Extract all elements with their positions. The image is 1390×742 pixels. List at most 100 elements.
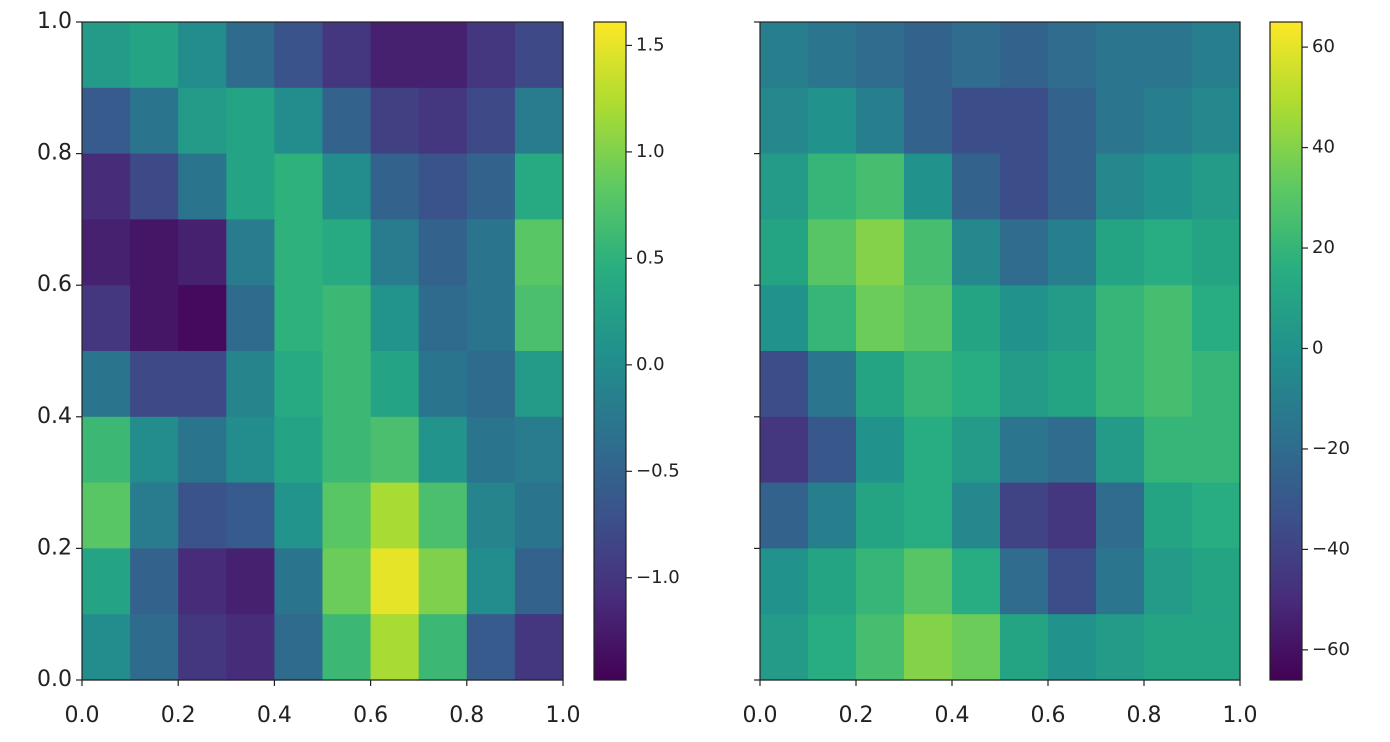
heatmap-cell (418, 416, 468, 484)
colorbar-tick-label: 0.0 (636, 354, 665, 375)
heatmap-cell (1000, 285, 1049, 352)
y-tick-label: 0.0 (37, 667, 72, 692)
colorbar-tick-label: −0.5 (636, 460, 680, 481)
heatmap-cell (178, 482, 227, 549)
heatmap-cell (226, 87, 275, 155)
heatmap-cell (952, 416, 1001, 484)
colorbar-tick-label: −1.0 (636, 567, 680, 588)
heatmap-cell (1192, 285, 1241, 352)
x-tick-label: 0.6 (1031, 703, 1066, 728)
colorbar-tick-label: 1.5 (636, 34, 665, 55)
heatmap-cell (130, 285, 179, 352)
x-tick-label: 0.8 (1127, 703, 1162, 728)
heatmap-cell (1192, 351, 1241, 418)
colorbar-tick-label: 60 (1312, 36, 1335, 57)
heatmap-cell (760, 351, 809, 418)
y-tick-label: 0.8 (37, 141, 72, 166)
heatmap-cell (1192, 153, 1241, 220)
heatmap-cell (514, 22, 564, 89)
heatmap-cell (418, 482, 468, 549)
heatmap-cell (1000, 614, 1049, 681)
heatmap-cell (904, 285, 953, 352)
heatmap-cell (1048, 482, 1097, 549)
heatmap-cell (1192, 482, 1241, 549)
heatmap-cell (514, 153, 564, 220)
heatmap-cell (1000, 22, 1049, 89)
heatmap-cell (856, 22, 905, 89)
heatmap-cell (1096, 351, 1145, 418)
heatmap-cell (1192, 22, 1241, 89)
heatmap-cell (178, 87, 227, 155)
heatmap-cell (466, 614, 516, 681)
heatmap-cell (808, 482, 857, 549)
heatmap-cell (226, 416, 275, 484)
heatmap-cell (514, 351, 564, 418)
heatmap-cell (856, 416, 905, 484)
heatmap-cell (370, 548, 420, 615)
heatmap-cell (274, 285, 324, 352)
heatmap-cell (808, 22, 857, 89)
heatmap-cell (1192, 416, 1241, 484)
heatmap-cell (226, 482, 275, 549)
heatmap-cell (904, 351, 953, 418)
heatmap-cell (274, 22, 324, 89)
heatmap-cell (274, 153, 324, 220)
heatmap-cell (1144, 614, 1193, 681)
heatmap-cell (1048, 614, 1097, 681)
heatmap-cell (808, 548, 857, 615)
heatmap-cell (274, 416, 324, 484)
heatmap-cell (1000, 87, 1049, 155)
colorbar-tick-label: 20 (1312, 237, 1335, 258)
heatmap-cell (760, 87, 809, 155)
heatmap-cell (466, 22, 516, 89)
heatmap-cell (370, 482, 420, 549)
heatmap-cell (178, 219, 227, 286)
heatmap-cell (82, 548, 131, 615)
heatmap-cell (514, 87, 564, 155)
heatmap-cell (130, 87, 179, 155)
heatmap-cell (274, 87, 324, 155)
heatmap-cell (1000, 153, 1049, 220)
heatmap-cell (226, 153, 275, 220)
x-tick-label: 0.2 (161, 703, 196, 728)
x-tick-label: 0.0 (743, 703, 778, 728)
heatmap-cell (82, 285, 131, 352)
heatmap-cell (82, 614, 131, 681)
heatmap-cell (130, 482, 179, 549)
heatmap-cell (856, 153, 905, 220)
heatmap-cell (808, 153, 857, 220)
heatmap-cell (226, 22, 275, 89)
heatmap-cell (130, 219, 179, 286)
heatmap-cell (370, 87, 420, 155)
heatmap-cell (1000, 548, 1049, 615)
heatmap-cell (904, 87, 953, 155)
heatmap-cell (760, 153, 809, 220)
heatmap-cell (1096, 548, 1145, 615)
heatmap-cell (274, 482, 324, 549)
heatmap-cell (856, 482, 905, 549)
heatmap-cell (808, 351, 857, 418)
heatmap-cell (1048, 22, 1097, 89)
heatmap-cell (130, 548, 179, 615)
heatmap-cell (1096, 87, 1145, 155)
heatmap-cell (1144, 153, 1193, 220)
heatmap-cell (1048, 351, 1097, 418)
heatmap-cell (856, 219, 905, 286)
heatmap-cell (178, 614, 227, 681)
heatmap-cell (760, 22, 809, 89)
heatmap-cell (130, 614, 179, 681)
heatmap-cell (904, 22, 953, 89)
heatmap-cell (370, 219, 420, 286)
heatmap-cell (178, 285, 227, 352)
heatmap-cell (274, 548, 324, 615)
y-tick-label: 0.6 (37, 272, 72, 297)
heatmap-cell (82, 219, 131, 286)
heatmap-cell (1144, 482, 1193, 549)
heatmap-cell (82, 416, 131, 484)
heatmap-cell (82, 22, 131, 89)
heatmap-cell (418, 351, 468, 418)
heatmap-cell (856, 614, 905, 681)
heatmap-cell (370, 153, 420, 220)
heatmap-cell (1144, 548, 1193, 615)
heatmap-cell (274, 351, 324, 418)
